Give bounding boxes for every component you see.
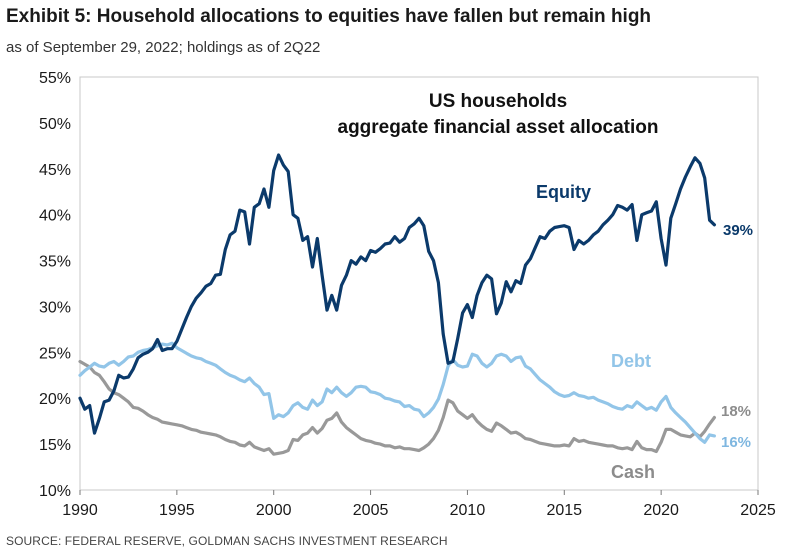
y-tick-label: 25% — [39, 345, 71, 362]
series-line-debt — [78, 341, 716, 444]
chart-subtitle: as of September 29, 2022; holdings as of… — [6, 39, 321, 56]
x-tick-label: 2010 — [450, 502, 486, 519]
y-tick-label: 15% — [39, 437, 71, 454]
end-value-label-debt: 16% — [721, 434, 751, 451]
x-tick-label: 2005 — [353, 502, 389, 519]
chart-exhibit-title: Exhibit 5: Household allocations to equi… — [6, 6, 652, 27]
series-line-equity — [78, 153, 716, 435]
chart-title-line-2: aggregate financial asset allocation — [338, 117, 659, 138]
y-tick-label: 40% — [39, 208, 71, 225]
y-tick-label: 35% — [39, 254, 71, 271]
end-value-label-equity: 39% — [723, 222, 753, 239]
y-tick-label: 55% — [39, 70, 71, 87]
x-tick-label: 2000 — [256, 502, 292, 519]
series-line-cash — [78, 359, 716, 456]
x-tick-label: 1990 — [62, 502, 98, 519]
plot-frame — [79, 76, 759, 491]
series-label-debt: Debt — [611, 351, 651, 371]
y-tick-label: 30% — [39, 299, 71, 316]
y-tick-label: 50% — [39, 116, 71, 133]
y-tick-label: 10% — [39, 483, 71, 500]
x-tick-label: 2025 — [740, 502, 776, 519]
end-value-label-cash: 18% — [721, 403, 751, 420]
x-tick-label: 2020 — [643, 502, 679, 519]
y-tick-label: 20% — [39, 391, 71, 408]
x-tick-label: 2015 — [546, 502, 582, 519]
series-label-equity: Equity — [536, 182, 591, 202]
y-tick-label: 45% — [39, 162, 71, 179]
chart-title-line-1: US households — [429, 91, 567, 112]
series-label-cash: Cash — [611, 462, 655, 482]
source-note: SOURCE: FEDERAL RESERVE, GOLDMAN SACHS I… — [6, 534, 448, 548]
x-tick-label: 1995 — [159, 502, 195, 519]
